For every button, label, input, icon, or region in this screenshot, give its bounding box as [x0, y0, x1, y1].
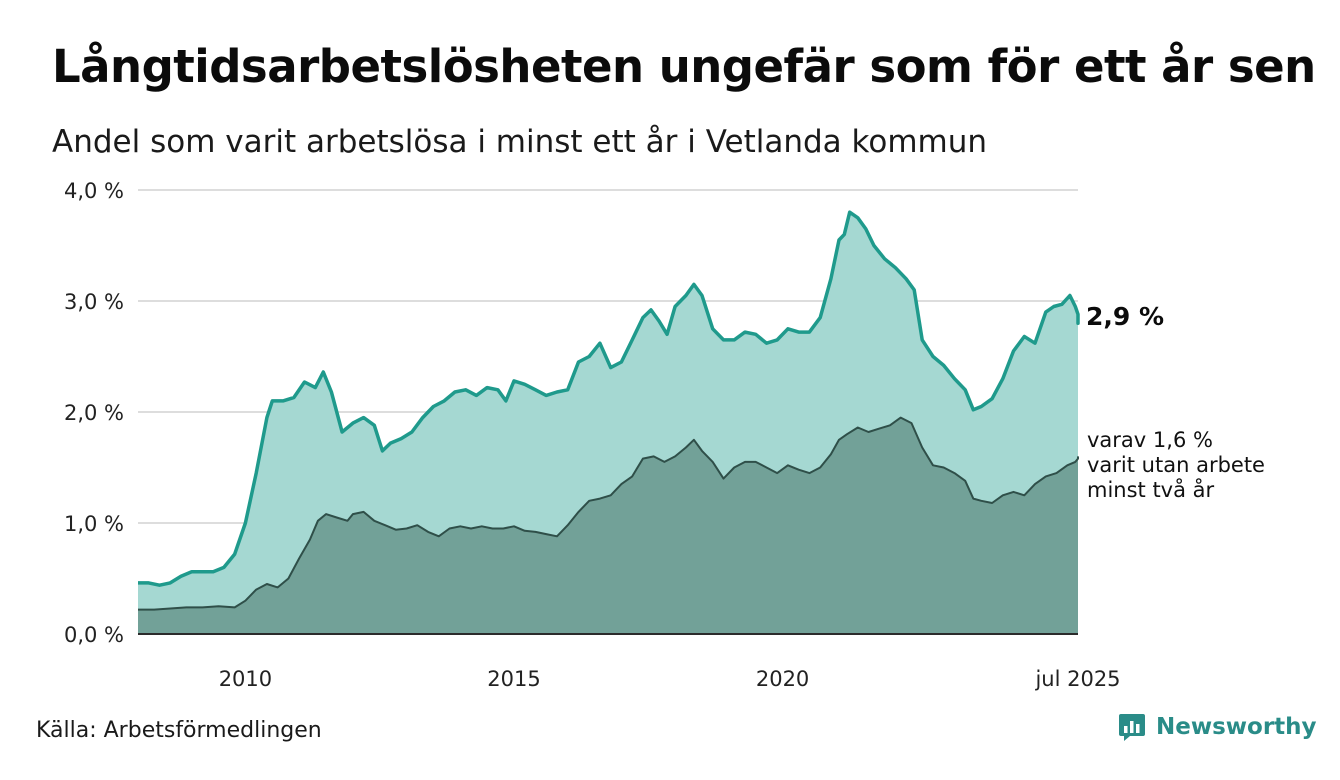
- x-tick-label: 2015: [487, 667, 540, 691]
- chart-title: Långtidsarbetslösheten ungefär som för e…: [52, 40, 1316, 93]
- lower-series-end-label-line: minst två år: [1087, 477, 1215, 502]
- long-term-unemployment-line: [138, 210, 1080, 587]
- over-two-years-area: [138, 417, 1078, 634]
- chart-subtitle: Andel som varit arbetslösa i minst ett å…: [52, 124, 988, 160]
- y-tick-label: 3,0 %: [64, 290, 124, 314]
- x-tick-label: jul 2025: [1034, 667, 1120, 691]
- y-tick-label: 2,0 %: [64, 401, 124, 425]
- upper-series-end-label: 2,9 %: [1086, 302, 1164, 331]
- x-tick-label: 2020: [756, 667, 809, 691]
- lower-series-end-label-line: varav 1,6 %: [1087, 428, 1213, 452]
- brand-logo: Newsworthy: [1118, 712, 1317, 742]
- x-tick-label: 2010: [219, 667, 272, 691]
- brand-name: Newsworthy: [1156, 714, 1317, 740]
- y-tick-label: 0,0 %: [64, 623, 124, 647]
- lower-series-end-label-line: varit utan arbete: [1087, 453, 1265, 477]
- y-tick-label: 1,0 %: [64, 512, 124, 536]
- series-areas: [138, 210, 1080, 634]
- over-two-years-line: [138, 416, 1079, 611]
- y-tick-label: 4,0 %: [64, 179, 124, 203]
- axes: 0,0 % 1,0 % 2,0 % 3,0 % 4,0 % 2010 2015 2020 jul…: [64, 179, 1121, 691]
- source-note: Källa: Arbetsförmedlingen: [36, 718, 322, 743]
- newsworthy-chart-logo-icon: [1119, 714, 1145, 741]
